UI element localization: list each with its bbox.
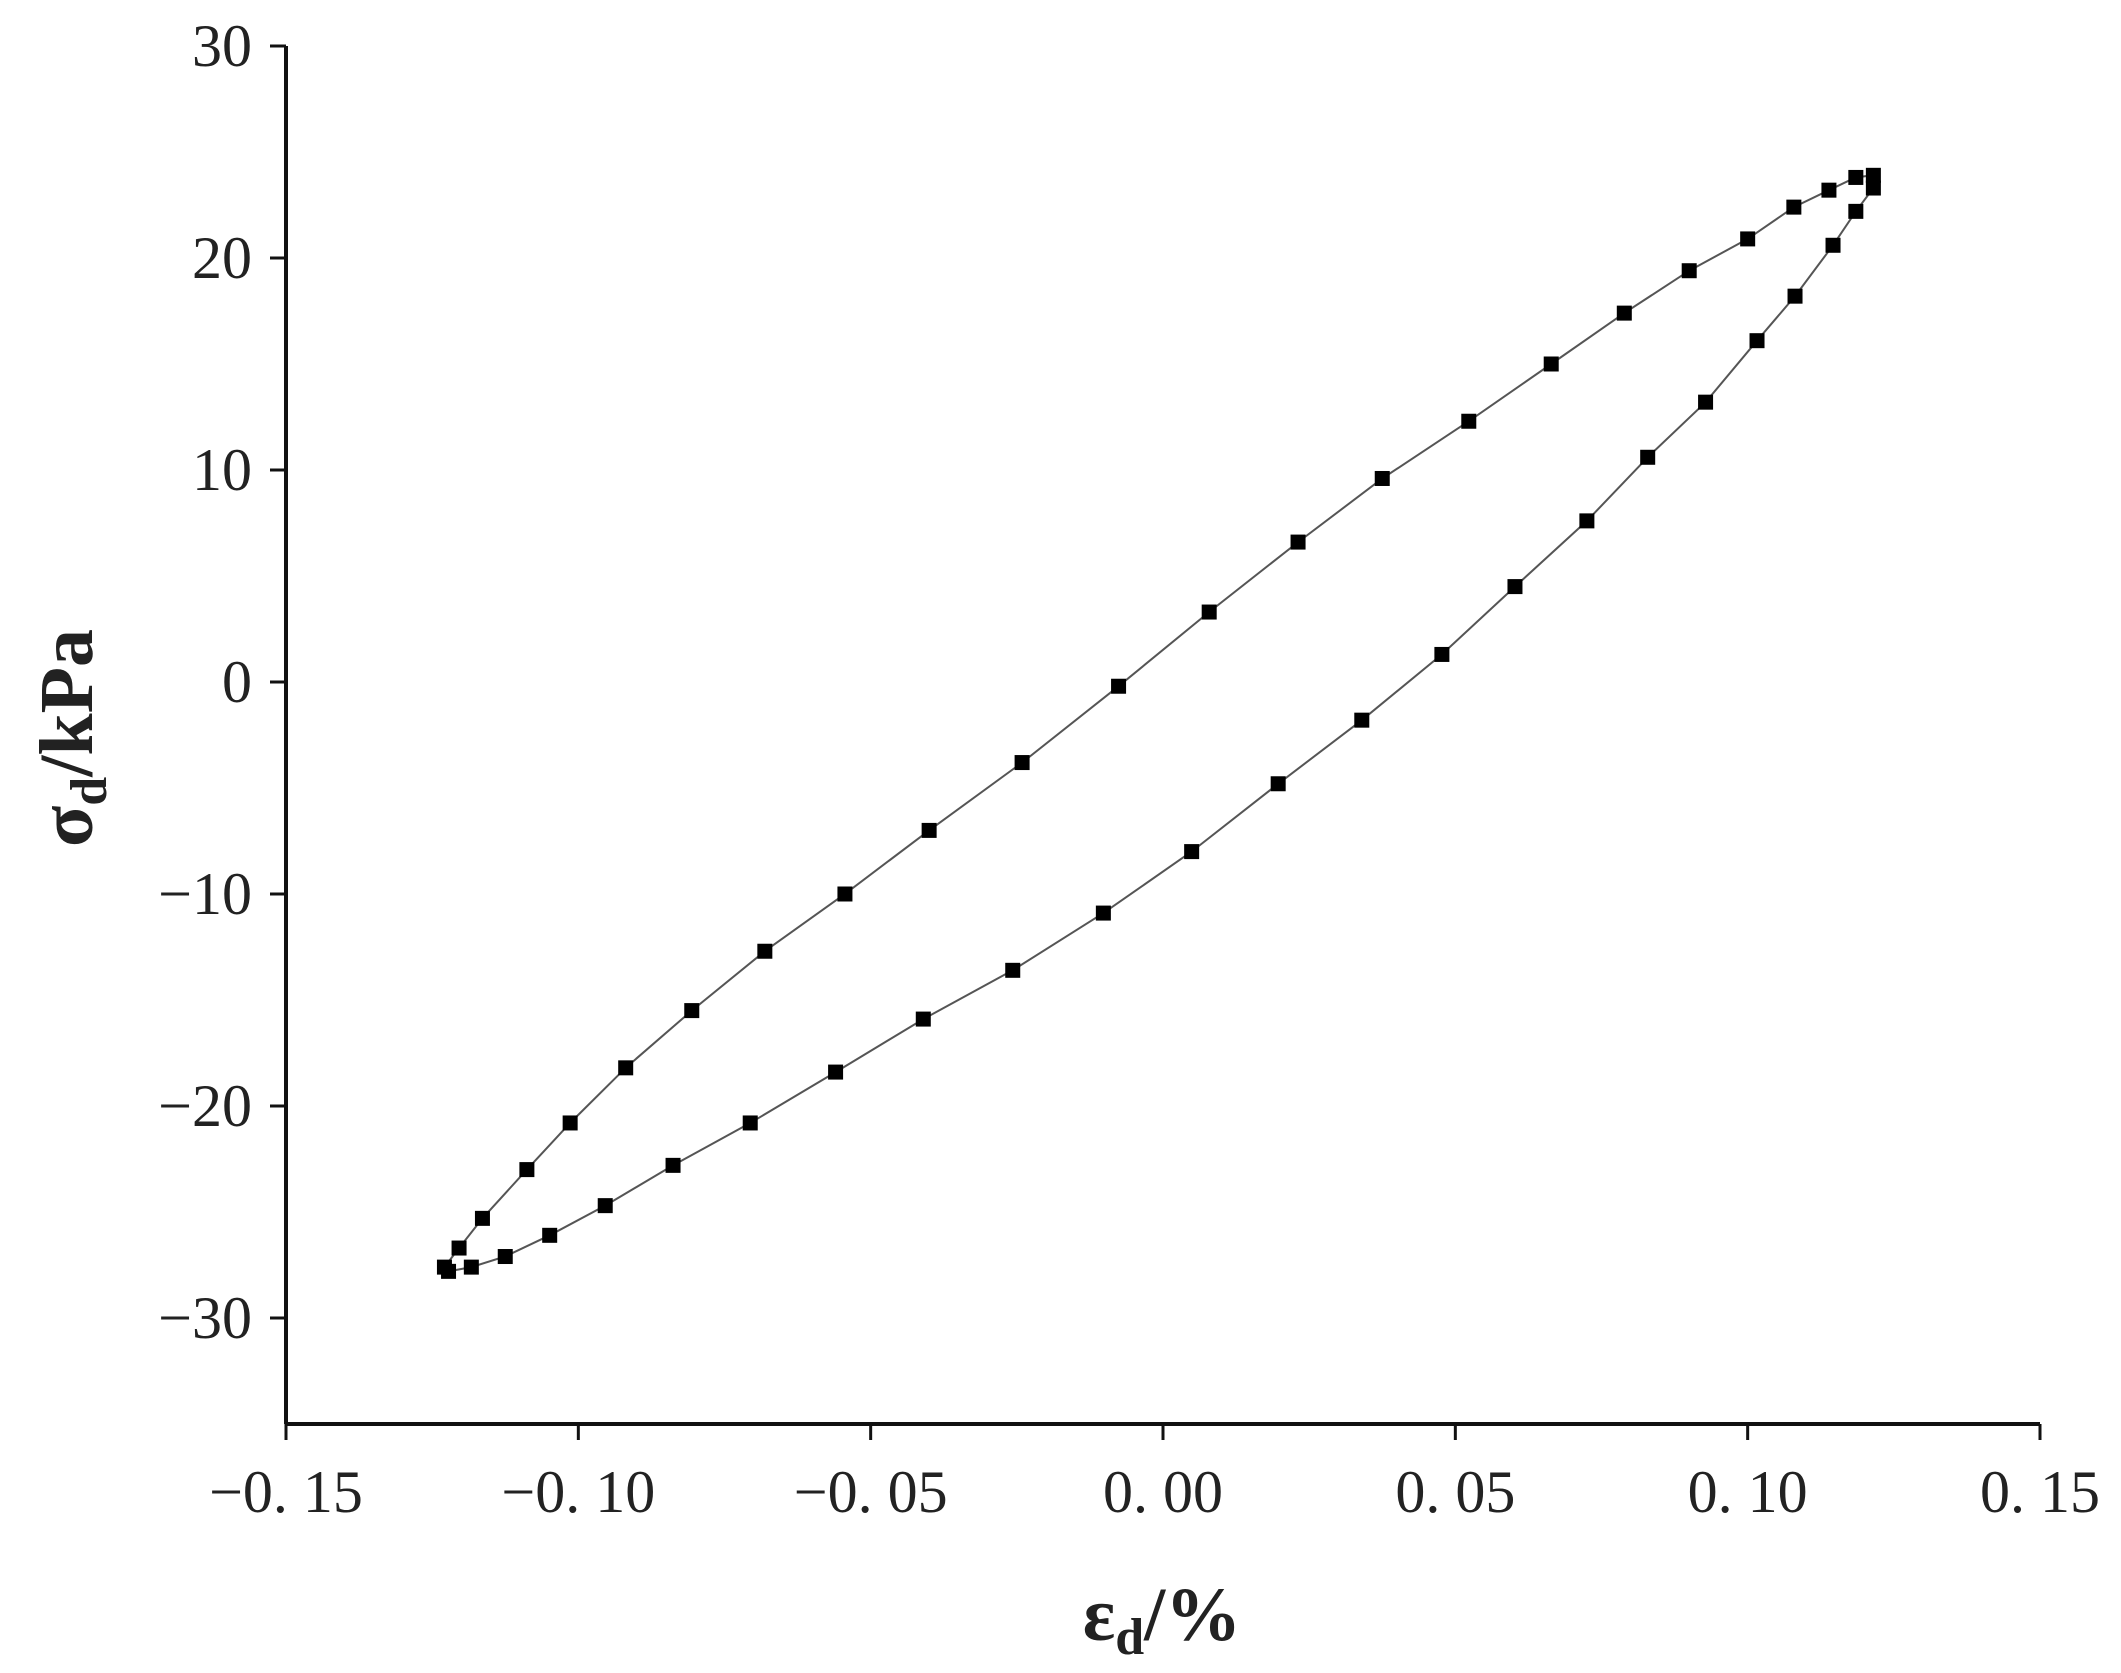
marker (1698, 394, 1714, 410)
marker (837, 886, 853, 902)
marker (1374, 470, 1390, 486)
marker (1507, 579, 1523, 595)
marker (684, 1003, 700, 1019)
marker (1740, 231, 1756, 247)
marker (921, 822, 937, 838)
marker (915, 1011, 931, 1027)
marker (828, 1064, 844, 1080)
marker (1787, 288, 1803, 304)
x-label-subscript: d (1115, 1609, 1144, 1666)
marker (1640, 449, 1656, 465)
x-tick-label: 0. 15 (1980, 1459, 2100, 1525)
marker (463, 1259, 479, 1275)
marker (562, 1115, 578, 1131)
marker (1354, 712, 1370, 728)
y-tick-label: −10 (158, 861, 252, 927)
y-tick-label: −30 (158, 1285, 252, 1351)
marker (441, 1263, 457, 1279)
marker (1865, 180, 1881, 196)
marker (1184, 844, 1200, 860)
marker (1434, 646, 1450, 662)
marker (1865, 167, 1881, 183)
y-axis-label: σd/kPa (25, 629, 118, 847)
marker (1821, 182, 1837, 198)
marker (1825, 237, 1841, 253)
marker (1579, 513, 1595, 529)
marker (1543, 356, 1559, 372)
x-tick-label: −0. 05 (794, 1459, 948, 1525)
series-line (443, 174, 1875, 1273)
marker (1111, 678, 1127, 694)
x-tick-label: 0. 10 (1688, 1459, 1808, 1525)
marker (742, 1115, 758, 1131)
x-tick-label: 0. 05 (1395, 1459, 1515, 1525)
marker (542, 1227, 558, 1243)
marker (757, 943, 773, 959)
marker (1786, 199, 1802, 215)
marker (1848, 169, 1864, 185)
marker (1749, 333, 1765, 349)
x-tick-label: −0. 15 (209, 1459, 363, 1525)
marker (1201, 604, 1217, 620)
marker (497, 1249, 513, 1265)
marker (597, 1198, 613, 1214)
marker (519, 1162, 535, 1178)
y-label-subscript: d (61, 777, 118, 806)
marker (1014, 755, 1030, 771)
y-label-unit: /kPa (25, 629, 109, 778)
x-label-unit: /% (1143, 1573, 1241, 1657)
marker (1270, 776, 1286, 792)
marker (1848, 203, 1864, 219)
y-tick-label: 10 (192, 437, 252, 503)
marker (1290, 534, 1306, 550)
y-tick-label: 30 (192, 13, 252, 79)
x-tick-label: −0. 10 (501, 1459, 655, 1525)
marker (1616, 305, 1632, 321)
marker (1095, 905, 1111, 921)
y-tick-label: 0 (222, 649, 252, 715)
y-tick-label: −20 (158, 1073, 252, 1139)
x-axis-label: εd/% (1083, 1573, 1242, 1666)
marker (1681, 263, 1697, 279)
marker (451, 1240, 467, 1256)
marker (665, 1157, 681, 1173)
x-tick-label: 0. 00 (1103, 1459, 1223, 1525)
x-label-symbol: ε (1083, 1573, 1115, 1657)
marker (1461, 413, 1477, 429)
y-label-symbol: σ (25, 806, 109, 847)
marker (474, 1210, 490, 1226)
marker (1005, 962, 1021, 978)
y-tick-label: 20 (192, 225, 252, 291)
marker (618, 1060, 634, 1076)
